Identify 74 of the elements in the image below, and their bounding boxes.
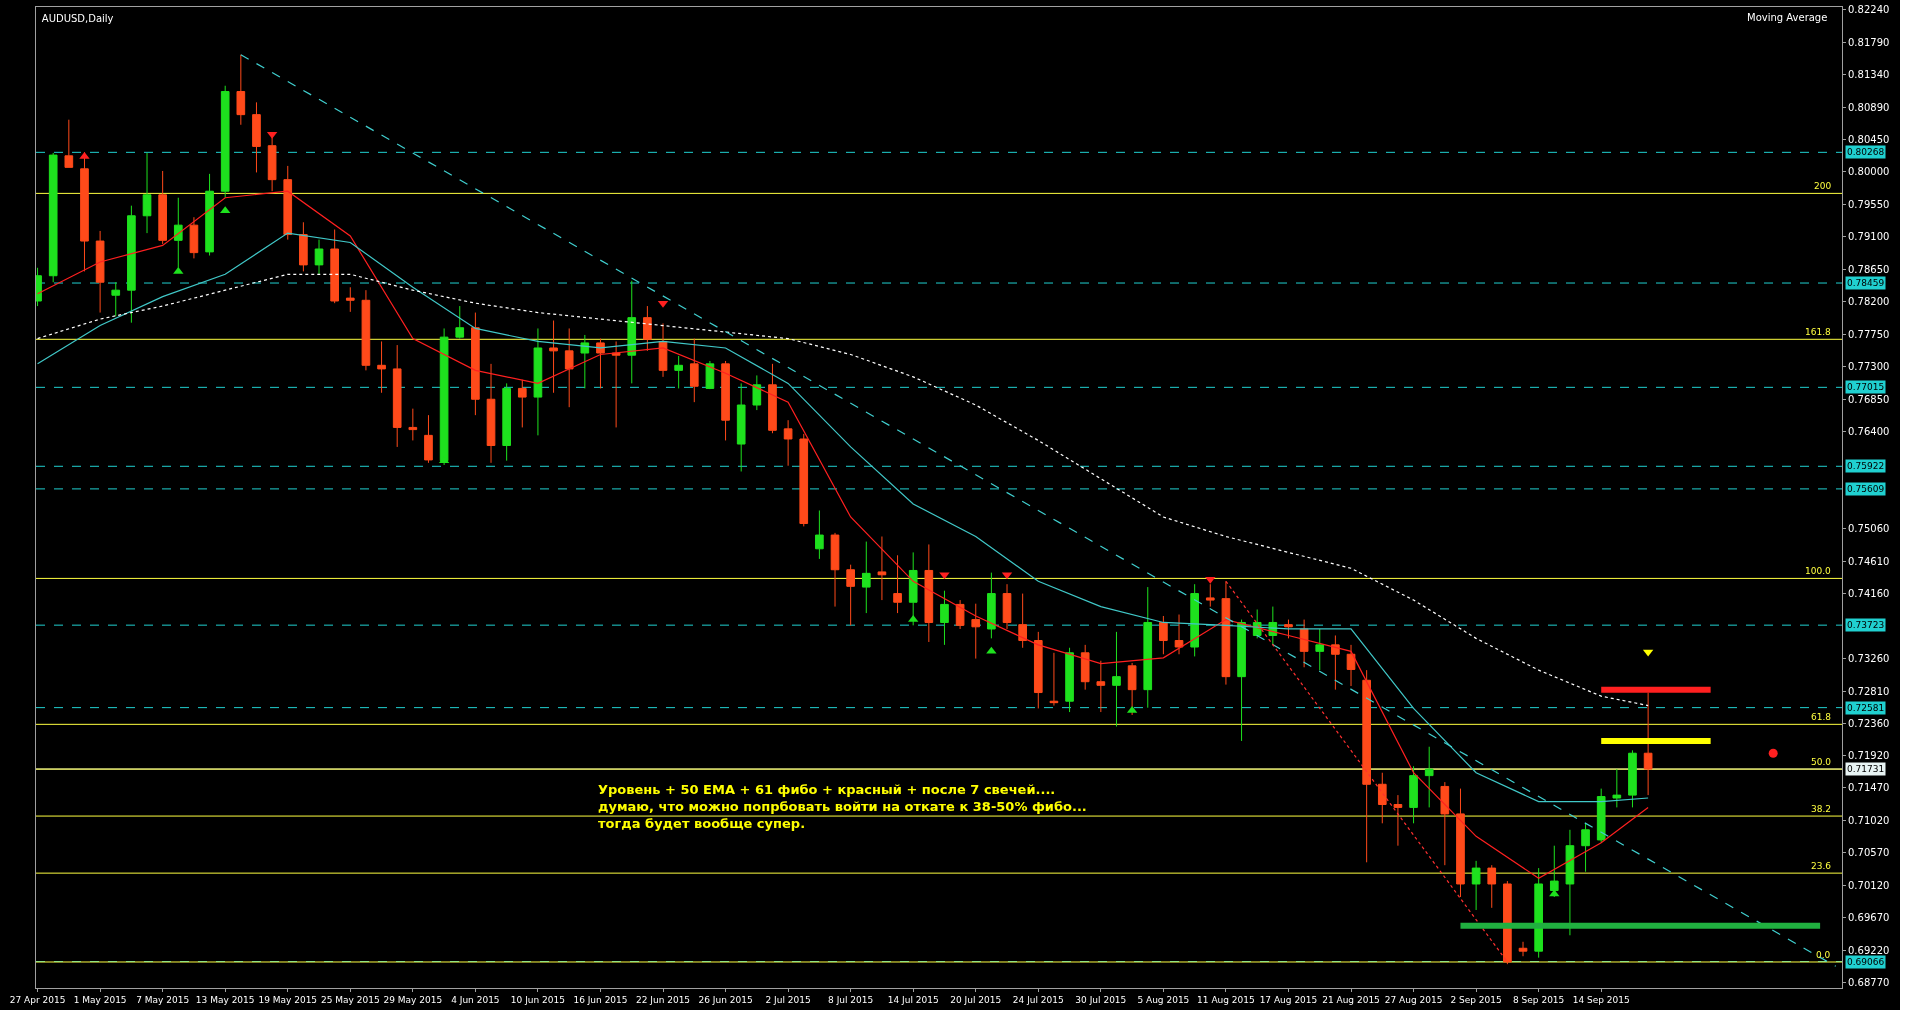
x-tick-label: 21 Aug 2015 bbox=[1322, 994, 1380, 1005]
ref-line-label: 0.71731 bbox=[1847, 764, 1885, 774]
y-tick-label: 0.77300 bbox=[1848, 361, 1890, 373]
y-tick-label: 0.76400 bbox=[1848, 426, 1890, 438]
text: AUDUSD,Daily bbox=[41, 13, 114, 25]
x-tick-label: 22 Jun 2015 bbox=[635, 994, 691, 1005]
y-tick-label: 0.78650 bbox=[1848, 263, 1890, 275]
x-tick-label: 14 Jul 2015 bbox=[887, 994, 939, 1005]
x-tick-label: 30 Jul 2015 bbox=[1075, 994, 1127, 1005]
x-tick-label: 4 Jun 2015 bbox=[451, 994, 500, 1005]
annotation: 161.8 bbox=[1805, 327, 1832, 337]
y-tick-label: 0.71470 bbox=[1848, 782, 1890, 794]
annotation: 61.8 bbox=[1811, 712, 1832, 722]
annotation: Moving Average bbox=[1747, 12, 1828, 23]
y-tick-label: 0.68770 bbox=[1848, 977, 1890, 989]
y-tick-label: 0.71920 bbox=[1848, 749, 1890, 761]
x-tick-label: 7 May 2015 bbox=[136, 994, 190, 1005]
ref-line-label: 0.73723 bbox=[1847, 620, 1885, 630]
y-tick-label: 0.79550 bbox=[1848, 198, 1890, 210]
x-tick-label: 2 Sep 2015 bbox=[1450, 994, 1502, 1005]
x-tick-label: 5 Aug 2015 bbox=[1137, 994, 1190, 1005]
x-tick-label: 2 Jul 2015 bbox=[765, 994, 811, 1005]
annotation: 50.0 bbox=[1811, 757, 1832, 767]
ref-line-label: 0.75609 bbox=[1847, 484, 1885, 494]
y-tick-label: 0.82240 bbox=[1848, 4, 1890, 16]
annotation: 100.0 bbox=[1805, 566, 1832, 576]
y-tick-label: 0.73260 bbox=[1848, 653, 1890, 665]
y-tick-label: 0.78200 bbox=[1848, 296, 1890, 308]
annotation: 0.0 bbox=[1816, 950, 1831, 960]
y-tick-label: 0.81790 bbox=[1848, 36, 1890, 48]
x-tick-label: 13 May 2015 bbox=[195, 994, 255, 1005]
annotation: 38.2 bbox=[1811, 804, 1832, 814]
ref-line-label: 0.78459 bbox=[1847, 278, 1885, 288]
x-tick-label: 26 Jun 2015 bbox=[698, 994, 753, 1005]
x-tick-label: 8 Sep 2015 bbox=[1512, 994, 1565, 1005]
y-tick-label: 0.70570 bbox=[1848, 847, 1890, 859]
ref-line-label: 0.72581 bbox=[1847, 703, 1885, 713]
x-tick-label: 16 Jun 2015 bbox=[573, 994, 628, 1005]
ref-line-label: 0.69066 bbox=[1847, 957, 1885, 967]
x-tick-label: 20 Jul 2015 bbox=[950, 994, 1002, 1005]
x-tick-label: 29 May 2015 bbox=[383, 994, 443, 1005]
y-tick-label: 0.79100 bbox=[1848, 231, 1890, 243]
ref-line-label: 0.75922 bbox=[1847, 461, 1885, 471]
x-tick-label: 27 Aug 2015 bbox=[1384, 994, 1443, 1005]
x-tick-label: 14 Sep 2015 bbox=[1572, 994, 1630, 1005]
x-tick-label: 10 Jun 2015 bbox=[510, 994, 565, 1005]
y-tick-label: 0.69220 bbox=[1848, 944, 1890, 956]
x-tick-label: 1 May 2015 bbox=[73, 994, 127, 1005]
annotation: 23.6 bbox=[1811, 861, 1832, 871]
annotation: Уровень + 50 EMA + 61 фибо + красный + после 7 свечей.... думаю, что можно попрбовать войти на откате к 38-50% фибо... тогда будет вообще супер. bbox=[598, 782, 1087, 831]
ref-line-label: 0.77015 bbox=[1847, 382, 1885, 392]
y-tick-label: 0.77750 bbox=[1848, 328, 1890, 340]
x-tick-label: 11 Aug 2015 bbox=[1197, 994, 1255, 1005]
y-tick-label: 0.80450 bbox=[1848, 133, 1890, 145]
x-tick-label: 25 May 2015 bbox=[320, 994, 380, 1005]
y-tick-label: 0.74160 bbox=[1848, 588, 1890, 600]
y-tick-label: 0.69670 bbox=[1848, 912, 1890, 924]
annotation: 200 bbox=[1814, 181, 1832, 191]
y-tick-label: 0.75060 bbox=[1848, 523, 1890, 535]
y-tick-label: 0.76850 bbox=[1848, 393, 1890, 405]
x-tick-label: 24 Jul 2015 bbox=[1012, 994, 1064, 1005]
y-tick-label: 0.71020 bbox=[1848, 814, 1890, 826]
y-tick-label: 0.80890 bbox=[1848, 101, 1890, 113]
y-tick-label: 0.74610 bbox=[1848, 555, 1890, 567]
y-tick-label: 0.72360 bbox=[1848, 718, 1890, 730]
x-tick-label: 17 Aug 2015 bbox=[1259, 994, 1318, 1005]
y-tick-label: 0.72810 bbox=[1848, 685, 1890, 697]
x-tick-label: 27 Apr 2015 bbox=[9, 994, 66, 1005]
y-tick-label: 0.70120 bbox=[1848, 879, 1890, 891]
y-tick-label: 0.81340 bbox=[1848, 69, 1890, 81]
ref-line-label: 0.80268 bbox=[1847, 147, 1885, 157]
x-tick-label: 19 May 2015 bbox=[258, 994, 318, 1005]
y-tick-label: 0.80000 bbox=[1848, 166, 1890, 178]
x-tick-label: 8 Jul 2015 bbox=[828, 994, 874, 1005]
